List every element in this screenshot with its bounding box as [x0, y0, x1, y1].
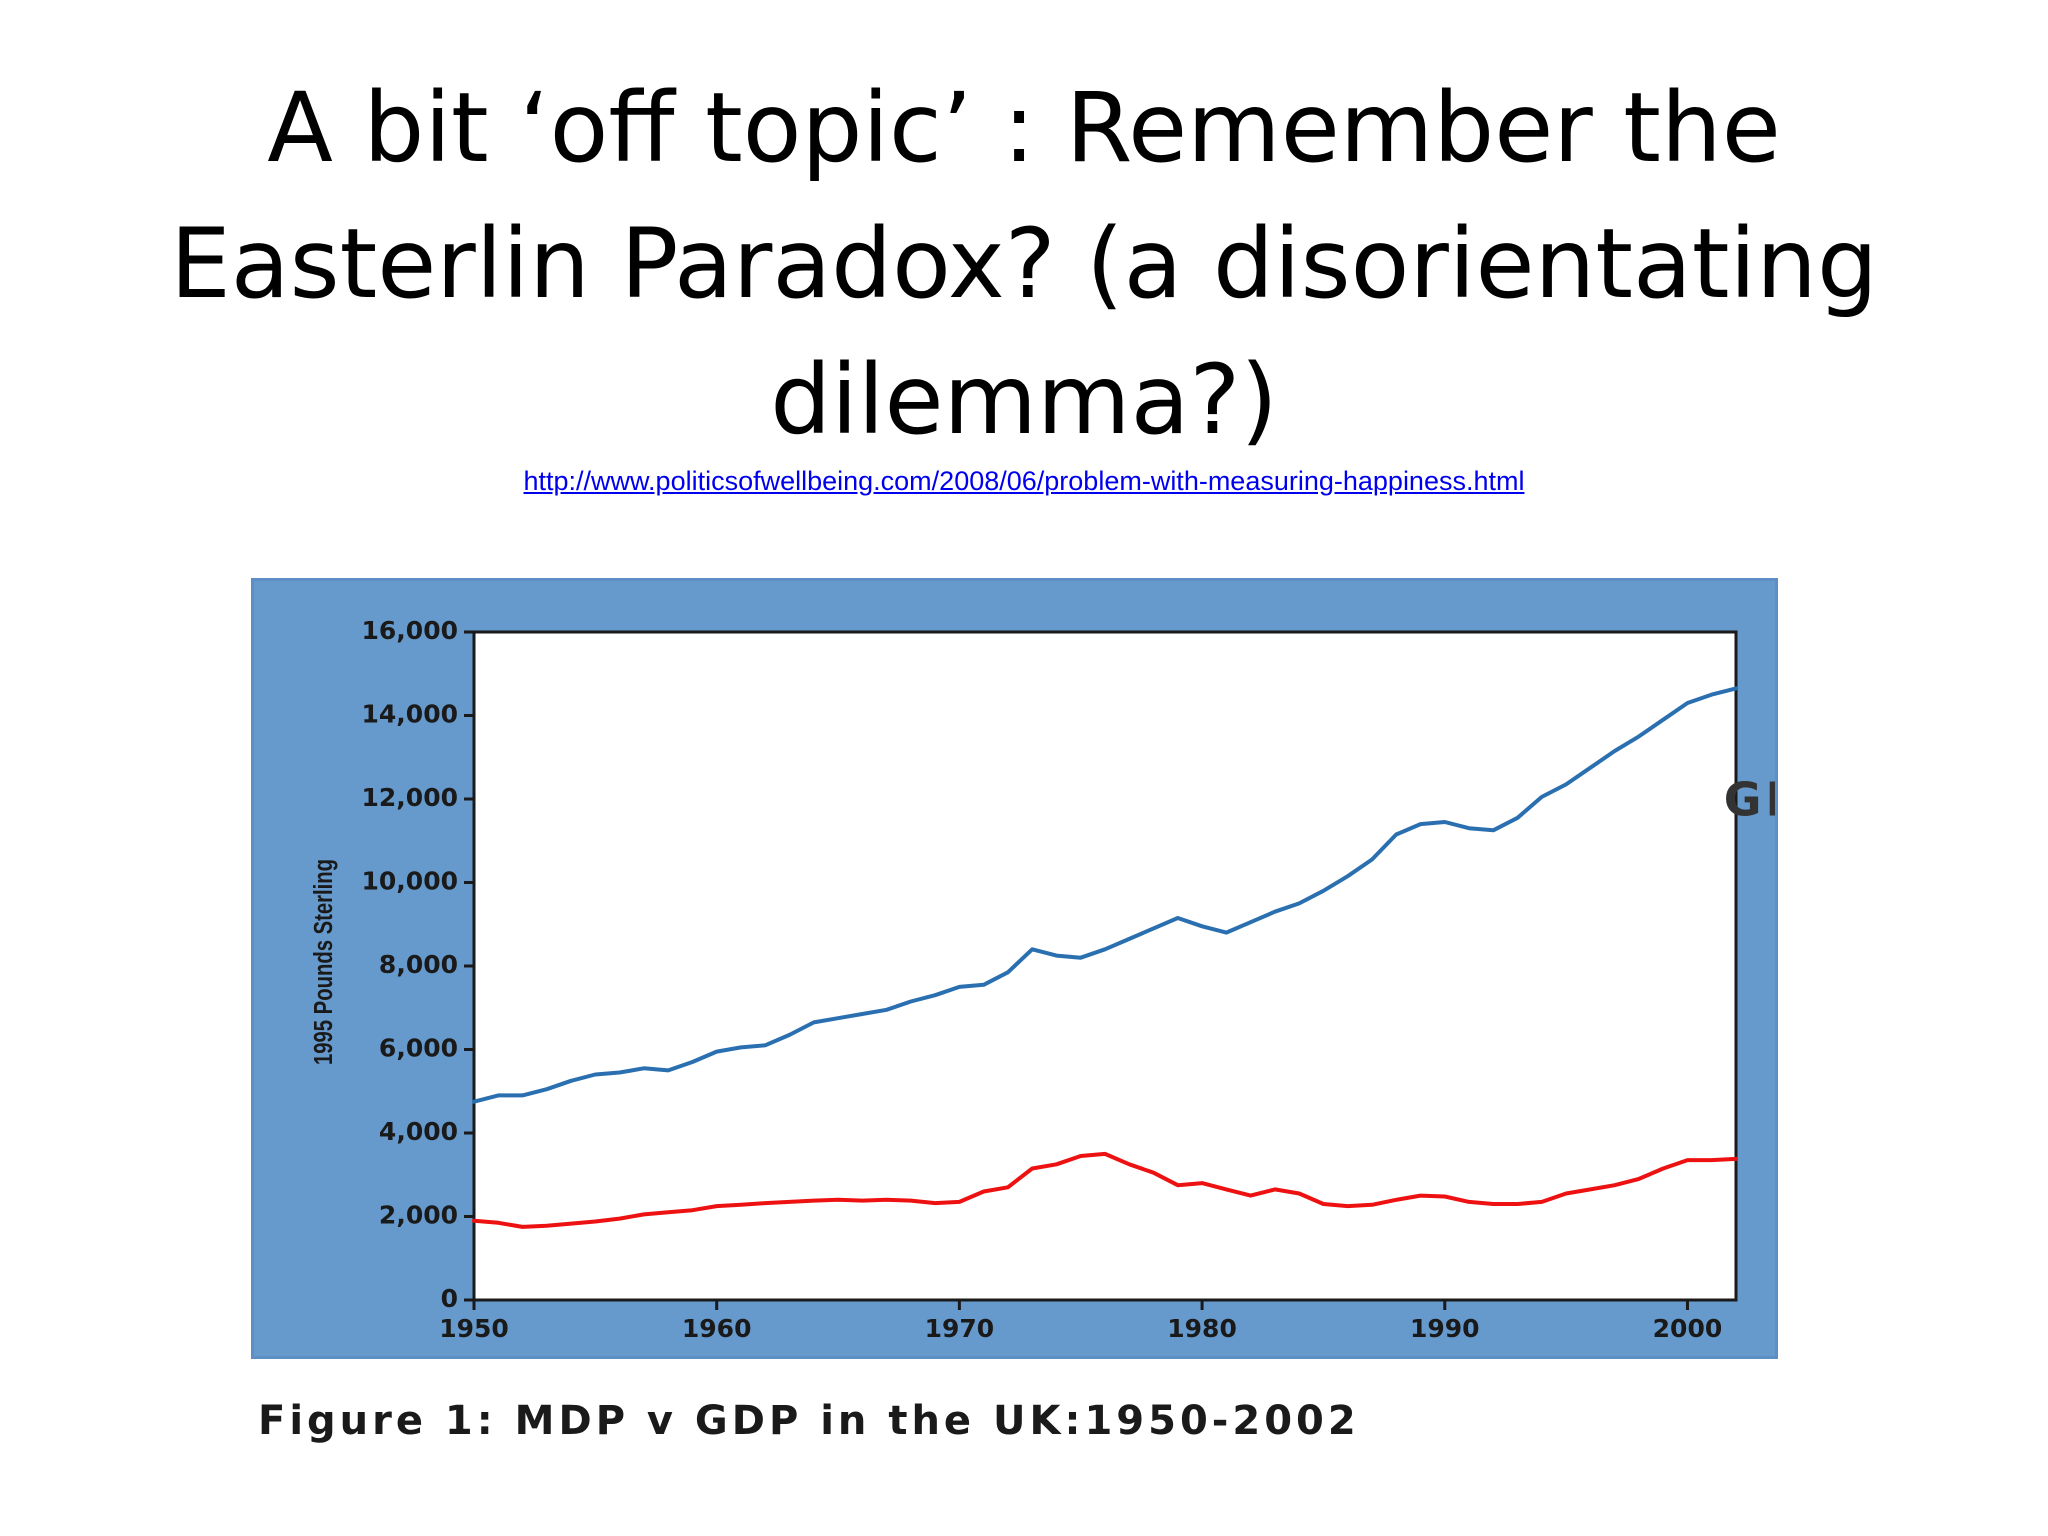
y-tick-label: 16,000 — [362, 616, 458, 645]
series-line-gdp — [472, 686, 1738, 1104]
series-lines — [472, 686, 1738, 1229]
x-tick-label: 1960 — [682, 1314, 752, 1343]
x-axis-ticks: 1950 1960 1970 1980 1990 2000 — [439, 1300, 1722, 1343]
x-tick-label: 1950 — [439, 1314, 509, 1343]
x-tick-label: 2000 — [1653, 1314, 1723, 1343]
y-axis-ticks: 0 2,000 4,000 6,000 8,000 10,000 12,000 14,000 1… — [362, 616, 474, 1313]
plot-area — [472, 630, 1738, 1302]
y-tick-label: 10,000 — [362, 867, 458, 896]
chart-panel: 0 2,000 4,000 6,000 8,000 10,000 12,000 14,000 1… — [251, 578, 1778, 1359]
y-tick-label: 6,000 — [379, 1034, 458, 1063]
y-tick-label: 4,000 — [379, 1117, 458, 1146]
x-tick-label: 1970 — [925, 1314, 995, 1343]
y-tick-label: 12,000 — [362, 783, 458, 812]
series-line-mdp — [472, 1151, 1738, 1229]
y-tick-label: 0 — [441, 1284, 458, 1313]
series-label-gdp: GDP — [1724, 773, 1775, 827]
slide-title: A bit ‘off topic’ : Remember the Easterl… — [170, 72, 1878, 456]
x-tick-label: 1990 — [1410, 1314, 1480, 1343]
y-axis-title: 1995 Pounds Sterling — [308, 859, 337, 1065]
figure-caption: Figure 1: MDP v GDP in the UK:1950-2002 — [258, 1398, 1360, 1444]
x-tick-label: 1980 — [1167, 1314, 1237, 1343]
y-tick-label: 8,000 — [379, 950, 458, 979]
y-tick-label: 2,000 — [379, 1201, 458, 1230]
chart-svg: 0 2,000 4,000 6,000 8,000 10,000 12,000 14,000 1… — [308, 616, 1775, 1343]
source-link[interactable]: http://www.politicsofwellbeing.com/2008/… — [523, 466, 1525, 496]
series-labels: GDPMDP — [1724, 773, 1775, 827]
y-tick-label: 14,000 — [362, 700, 458, 729]
